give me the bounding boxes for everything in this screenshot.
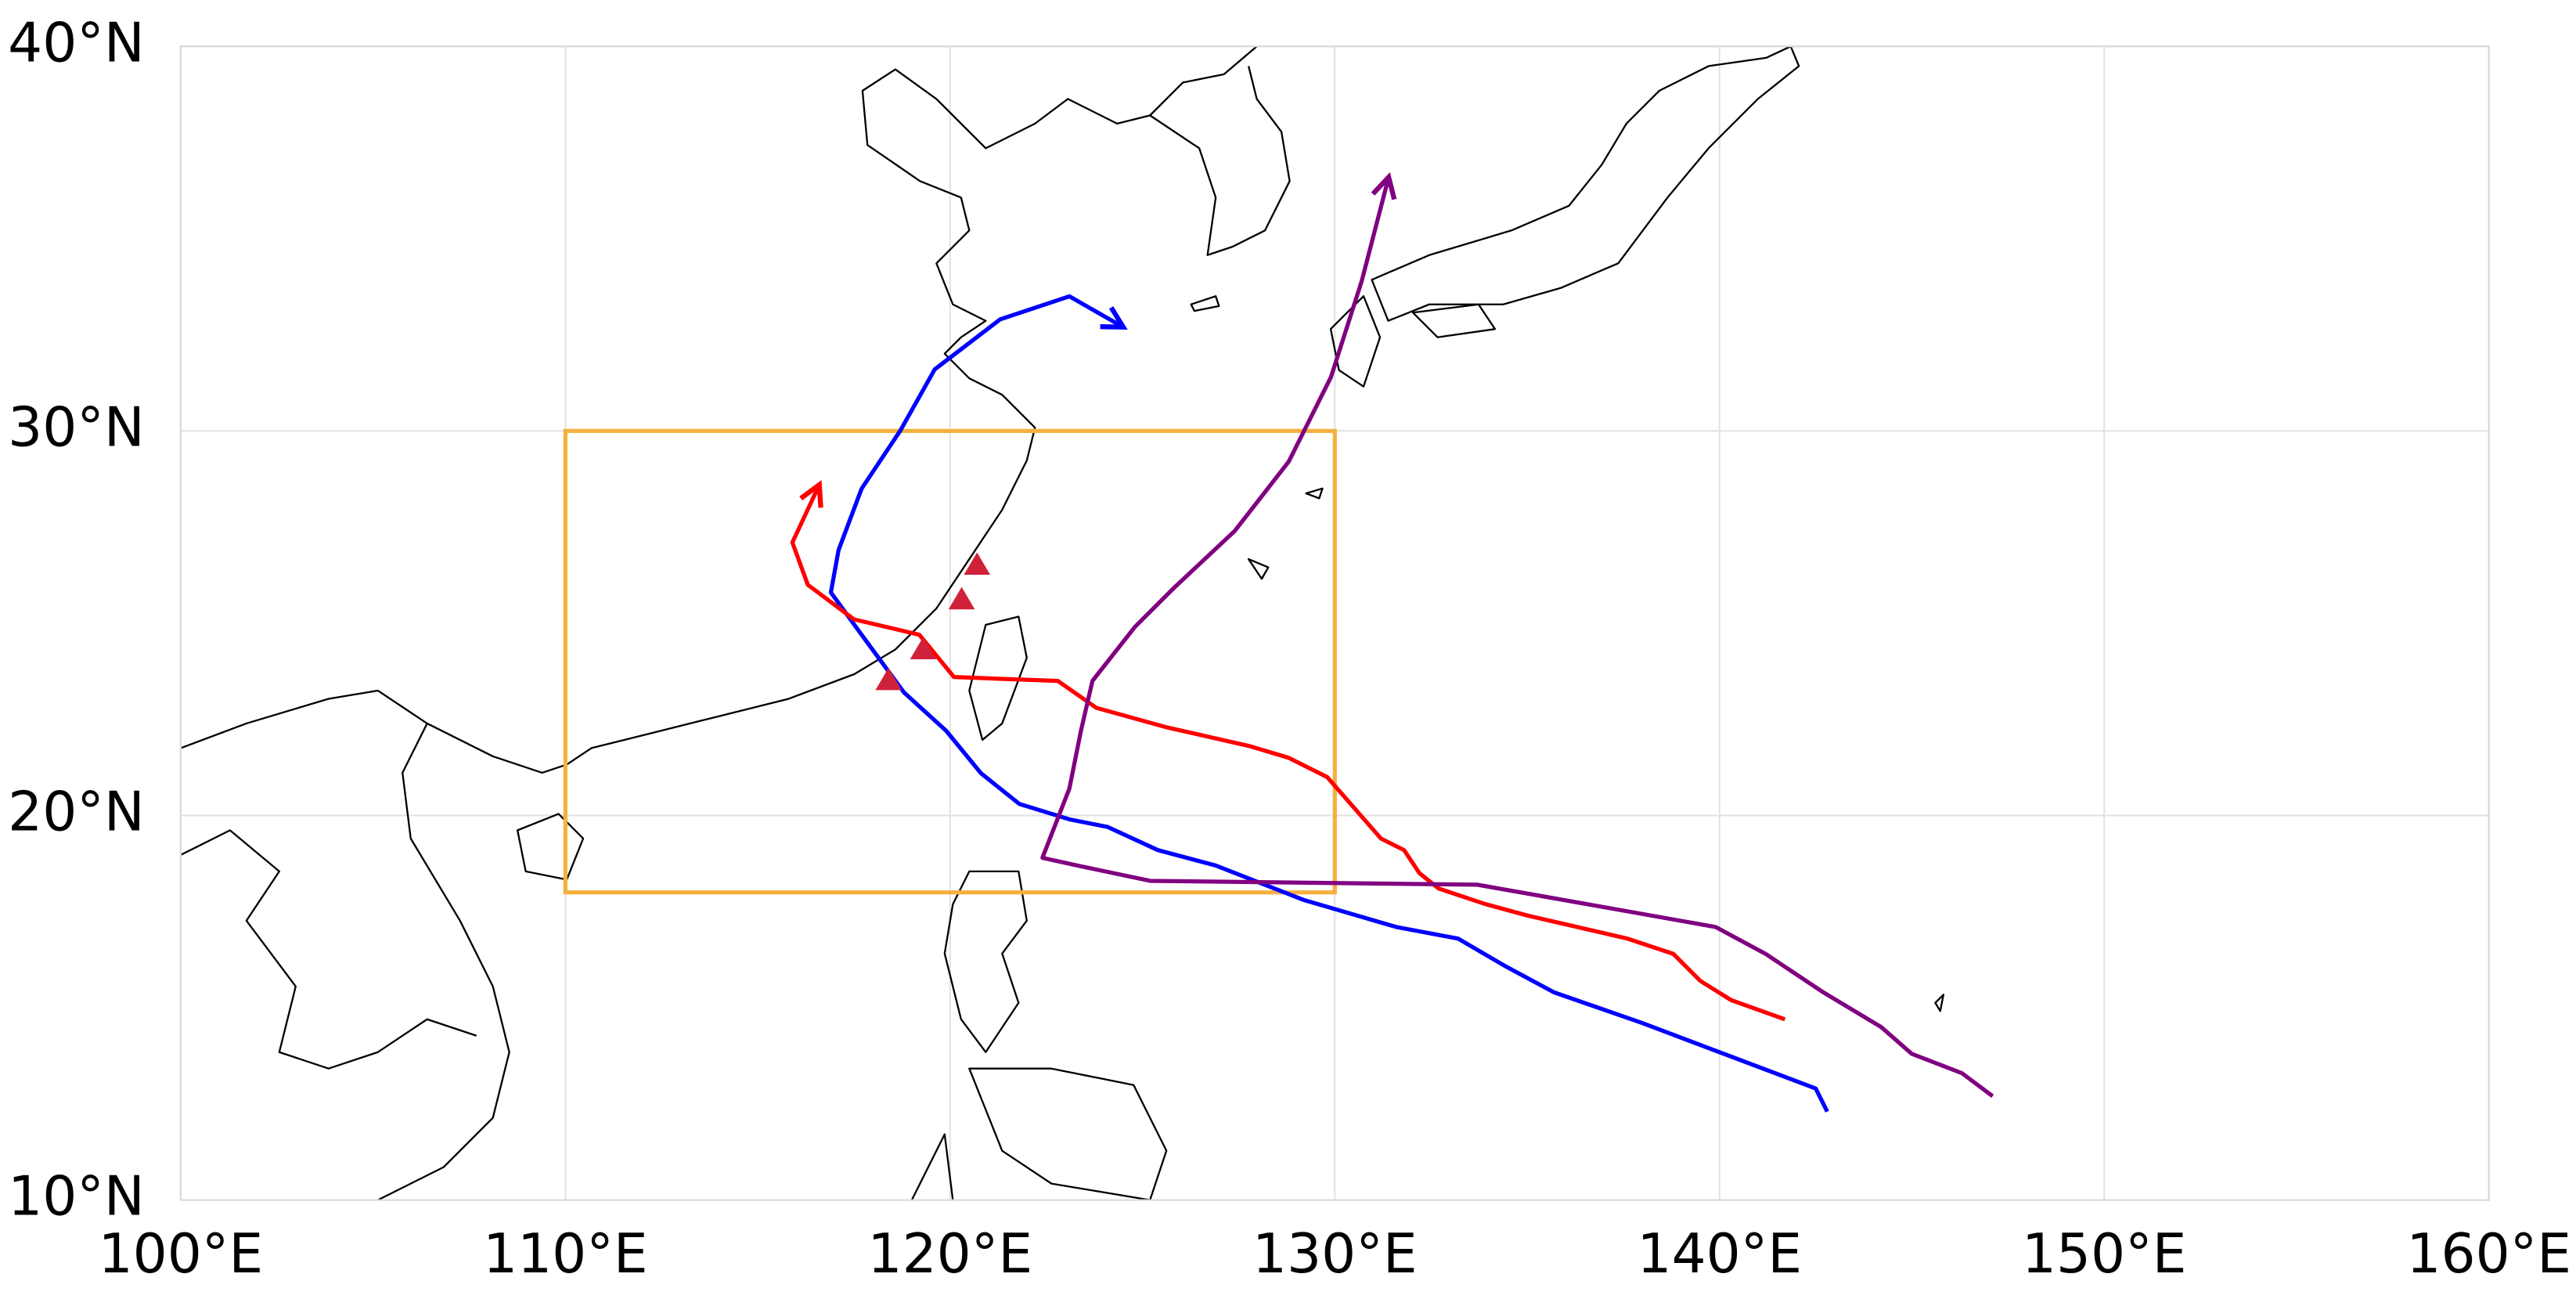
coastline	[943, 870, 1028, 1053]
plot-frame	[179, 45, 2490, 1201]
y-tick-label: 20°N	[8, 781, 145, 844]
coastline	[1149, 66, 1291, 256]
coastlines	[180, 46, 1945, 1200]
track-arrowhead	[1100, 306, 1128, 330]
track-arrowhead	[799, 480, 823, 508]
data	[563, 171, 1994, 1113]
region-box	[563, 428, 1337, 895]
x-tick-label: 130°E	[1252, 1223, 1418, 1286]
coastline	[1371, 46, 1800, 322]
y-tick-label: 10°N	[8, 1166, 145, 1229]
coastline	[968, 615, 1028, 742]
x-tick-label: 110°E	[483, 1223, 648, 1286]
station-marker	[875, 667, 902, 691]
coastline	[180, 46, 1258, 774]
typhoon-track	[828, 294, 1829, 1113]
x-tick-label: 100°E	[99, 1223, 264, 1286]
station-marker	[964, 552, 991, 576]
coastline	[1329, 295, 1497, 388]
coastline	[516, 813, 585, 881]
x-tick-label: 140°E	[1637, 1223, 1803, 1286]
x-tick-label: 160°E	[2406, 1223, 2571, 1286]
coastline	[180, 723, 510, 1200]
track-arrowhead	[1371, 171, 1397, 200]
x-tick-label: 150°E	[2022, 1223, 2187, 1286]
station-marker	[948, 586, 975, 610]
y-tick-label: 40°N	[8, 12, 145, 74]
coastline	[910, 1067, 1168, 1200]
station-marker	[910, 637, 937, 660]
x-tick-label: 120°E	[868, 1223, 1033, 1286]
typhoon-track	[790, 484, 1786, 1022]
typhoon-track	[1040, 176, 1994, 1099]
coastline	[1190, 295, 1945, 1012]
y-tick-label: 30°N	[8, 396, 145, 459]
